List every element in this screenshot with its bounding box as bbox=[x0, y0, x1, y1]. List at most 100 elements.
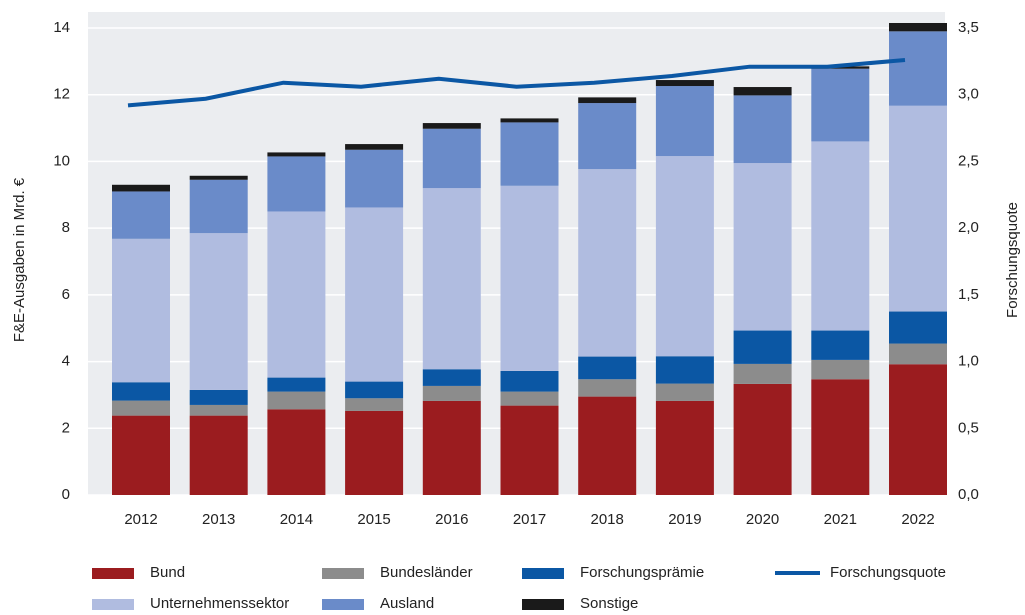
y-tick-label: 12 bbox=[53, 86, 70, 103]
bar-segment bbox=[733, 383, 792, 495]
bar-segment bbox=[655, 400, 714, 495]
bar-segment bbox=[655, 383, 714, 401]
legend-label: Ausland bbox=[380, 595, 434, 612]
y2-tick-label: 2,5 bbox=[958, 152, 979, 169]
bar-segment bbox=[267, 377, 326, 392]
bar-segment bbox=[345, 149, 404, 208]
y2-tick-label: 3,0 bbox=[958, 86, 979, 103]
legend-label: Forschungsquote bbox=[830, 564, 946, 581]
y2-tick-label: 3,5 bbox=[958, 19, 979, 36]
bar-segment bbox=[189, 175, 248, 180]
bar-segment bbox=[500, 185, 559, 371]
y-tick-label: 14 bbox=[53, 19, 70, 36]
bar-segment bbox=[578, 396, 637, 495]
legend-swatch bbox=[322, 599, 364, 610]
bar-segment bbox=[578, 97, 637, 104]
legend-swatch bbox=[92, 568, 134, 579]
bar-segment bbox=[811, 141, 870, 331]
bar-segment bbox=[578, 356, 637, 380]
x-tick-label: 2019 bbox=[668, 511, 701, 528]
bar-segment bbox=[267, 156, 326, 212]
bar-segment bbox=[422, 128, 481, 189]
bar-segment bbox=[422, 123, 481, 129]
bar-segment bbox=[811, 359, 870, 380]
legend-label: Unternehmenssektor bbox=[150, 595, 289, 612]
bar-segment bbox=[889, 343, 947, 365]
bar-segment bbox=[655, 80, 714, 87]
x-tick-label: 2018 bbox=[591, 511, 624, 528]
legend-label: Forschungsprämie bbox=[580, 564, 704, 581]
bar-segment bbox=[112, 382, 170, 401]
y2-tick-label: 1,5 bbox=[958, 286, 979, 303]
legend-swatch bbox=[522, 599, 564, 610]
bar-segment bbox=[422, 369, 481, 386]
bar-segment bbox=[189, 233, 248, 390]
bar-segment bbox=[112, 238, 170, 383]
legend-label: Bundesländer bbox=[380, 564, 473, 581]
bar-segment bbox=[733, 363, 792, 384]
bar-segment bbox=[267, 211, 326, 378]
bar-segment bbox=[267, 409, 326, 495]
bar-segment bbox=[189, 389, 248, 405]
x-tick-label: 2016 bbox=[435, 511, 468, 528]
legend-swatch bbox=[522, 568, 564, 579]
x-tick-label: 2017 bbox=[513, 511, 546, 528]
y-tick-label: 8 bbox=[62, 219, 70, 236]
bar-segment bbox=[889, 311, 947, 344]
bar-segment bbox=[655, 86, 714, 157]
bar-segment bbox=[578, 169, 637, 357]
bar-segment bbox=[500, 391, 559, 406]
bar-segment bbox=[345, 144, 404, 150]
y2-tick-label: 2,0 bbox=[958, 219, 979, 236]
x-tick-label: 2014 bbox=[280, 511, 313, 528]
bar-segment bbox=[189, 404, 248, 416]
y2-tick-label: 0,0 bbox=[958, 486, 979, 503]
legend-swatch bbox=[92, 599, 134, 610]
bar-segment bbox=[578, 379, 637, 397]
bar-segment bbox=[112, 400, 170, 416]
bar-segment bbox=[889, 22, 947, 32]
bar-segment bbox=[112, 191, 170, 239]
bar-segment bbox=[889, 31, 947, 106]
y-tick-label: 0 bbox=[62, 486, 70, 503]
bar-segment bbox=[889, 364, 947, 495]
y-tick-label: 10 bbox=[53, 152, 70, 169]
bar-segment bbox=[733, 330, 792, 364]
bar-segment bbox=[811, 379, 870, 495]
legend-label: Bund bbox=[150, 564, 185, 581]
bar-segment bbox=[267, 152, 326, 157]
legend-label: Sonstige bbox=[580, 595, 638, 612]
x-tick-label: 2013 bbox=[202, 511, 235, 528]
bar-segment bbox=[112, 184, 170, 192]
y-tick-label: 6 bbox=[62, 286, 70, 303]
bar-segment bbox=[733, 163, 792, 331]
bar-segment bbox=[422, 385, 481, 401]
bar-segment bbox=[500, 118, 559, 123]
y-tick-label: 2 bbox=[62, 419, 70, 436]
bar-segment bbox=[345, 207, 404, 382]
bar-segment bbox=[112, 415, 170, 495]
x-tick-label: 2020 bbox=[746, 511, 779, 528]
bar-segment bbox=[189, 415, 248, 495]
x-tick-label: 2022 bbox=[901, 511, 934, 528]
y-tick-label: 4 bbox=[62, 353, 70, 370]
x-tick-label: 2012 bbox=[124, 511, 157, 528]
bar-segment bbox=[500, 405, 559, 495]
bar-segment bbox=[733, 87, 792, 96]
bar-segment bbox=[345, 381, 404, 399]
x-tick-label: 2015 bbox=[357, 511, 390, 528]
y2-tick-label: 0,5 bbox=[958, 419, 979, 436]
legend-swatch bbox=[322, 568, 364, 579]
bar-segment bbox=[655, 156, 714, 357]
bar-segment bbox=[500, 370, 559, 392]
bar-segment bbox=[889, 105, 947, 312]
bar-segment bbox=[267, 391, 326, 410]
bar-segment bbox=[500, 122, 559, 186]
bar-segment bbox=[578, 103, 637, 170]
bar-segment bbox=[655, 356, 714, 384]
bar-segment bbox=[345, 398, 404, 411]
bar-segment bbox=[811, 330, 870, 360]
bar-segment bbox=[189, 179, 248, 234]
bar-segment bbox=[345, 410, 404, 495]
